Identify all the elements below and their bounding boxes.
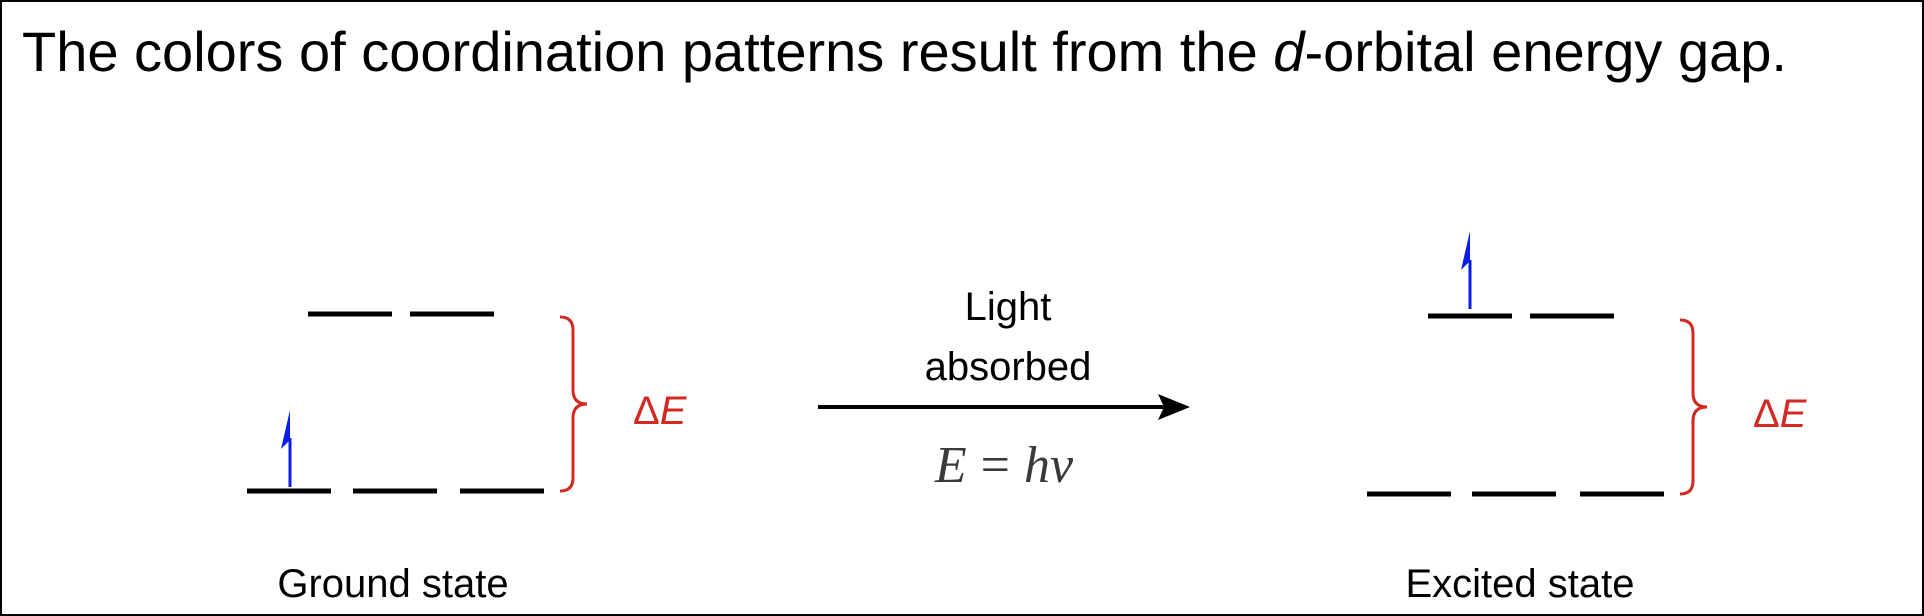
ground-electron-arrow-icon	[281, 410, 292, 487]
transition-arrow-head-icon	[1158, 394, 1190, 420]
title-text-before: The colors of coordination patterns resu…	[22, 20, 1274, 83]
ground-state-diagram: ΔE Ground state	[247, 311, 688, 606]
title-text-d: d	[1273, 20, 1305, 83]
ground-state-label: Ground state	[277, 562, 508, 606]
excited-state-label: Excited state	[1405, 562, 1634, 606]
ground-gap-bracket	[559, 315, 588, 493]
transition: Light absorbed E = hν	[818, 285, 1190, 494]
absorbed-label: absorbed	[925, 345, 1092, 389]
excited-electron-arrow-icon	[1461, 231, 1472, 309]
excited-gap-label: ΔE	[1753, 392, 1808, 436]
slide-title: The colors of coordination patterns resu…	[22, 12, 1787, 92]
excited-state-diagram: ΔE Excited state	[1367, 231, 1808, 606]
energy-equation: E = hν	[934, 437, 1074, 494]
excited-gap-bracket	[1679, 318, 1708, 496]
ground-gap-label: ΔE	[633, 389, 688, 433]
title-text-after: -orbital energy gap.	[1304, 20, 1787, 83]
light-label: Light	[965, 285, 1052, 329]
